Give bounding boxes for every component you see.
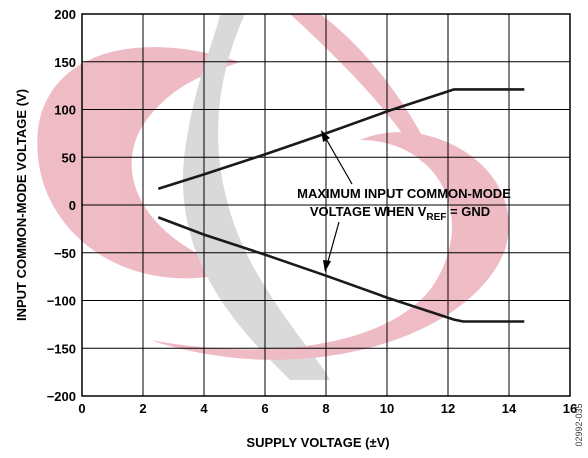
watermark-logo [37, 14, 509, 380]
x-tick-label: 10 [380, 401, 394, 416]
x-axis-title: SUPPLY VOLTAGE (±V) [246, 435, 389, 450]
y-tick-label: −200 [47, 389, 76, 404]
annotation-line-2-subscript: REF [426, 212, 446, 223]
grid [81, 13, 571, 397]
y-tick-label: 50 [62, 150, 76, 165]
tick-labels: 0 2 4 6 8 10 12 14 16 200 150 100 50 0 −50 −100 −150 −200 [47, 7, 578, 416]
x-tick-label: 2 [139, 401, 146, 416]
x-tick-label: 14 [502, 401, 517, 416]
annotation: MAXIMUM INPUT COMMON-MODE VOLTAGE WHEN V… [297, 130, 511, 272]
series-line-lower [157, 216, 525, 323]
y-tick-label: 0 [69, 198, 76, 213]
y-tick-label: 150 [54, 55, 76, 70]
watermark-swoosh-red [37, 47, 240, 279]
y-axis-title: INPUT COMMON-MODE VOLTAGE (V) [14, 89, 29, 321]
annotation-line-2: VOLTAGE WHEN VREF = GND [310, 204, 490, 223]
annotation-line-2-prefix: VOLTAGE WHEN V [310, 204, 427, 219]
x-tick-label: 16 [563, 401, 577, 416]
x-tick-label: 0 [78, 401, 85, 416]
y-tick-label: −100 [47, 294, 76, 309]
y-tick-label: 200 [54, 7, 76, 22]
annotation-arrowhead-up [321, 130, 330, 142]
x-tick-label: 6 [261, 401, 268, 416]
series-layer [157, 88, 525, 323]
annotation-line-1: MAXIMUM INPUT COMMON-MODE [297, 186, 511, 201]
plot-frame [81, 13, 571, 397]
y-tick-label: −50 [54, 246, 76, 261]
annotation-arrow-down [326, 221, 340, 266]
x-tick-label: 12 [441, 401, 455, 416]
watermark-swoosh-red-upper [290, 14, 440, 175]
annotation-arrow-up [324, 136, 353, 185]
annotation-line-2-suffix: = GND [446, 204, 490, 219]
annotation-arrowhead-down [323, 260, 331, 272]
figure-id: 02992-035 [574, 403, 584, 446]
series-line-upper [157, 88, 525, 191]
x-tick-label: 4 [200, 401, 208, 416]
watermark-swoosh-red-lower [150, 132, 509, 360]
y-tick-label: 100 [54, 103, 76, 118]
y-tick-label: −150 [47, 341, 76, 356]
x-tick-label: 8 [322, 401, 329, 416]
watermark-swoosh-gray [182, 14, 330, 380]
